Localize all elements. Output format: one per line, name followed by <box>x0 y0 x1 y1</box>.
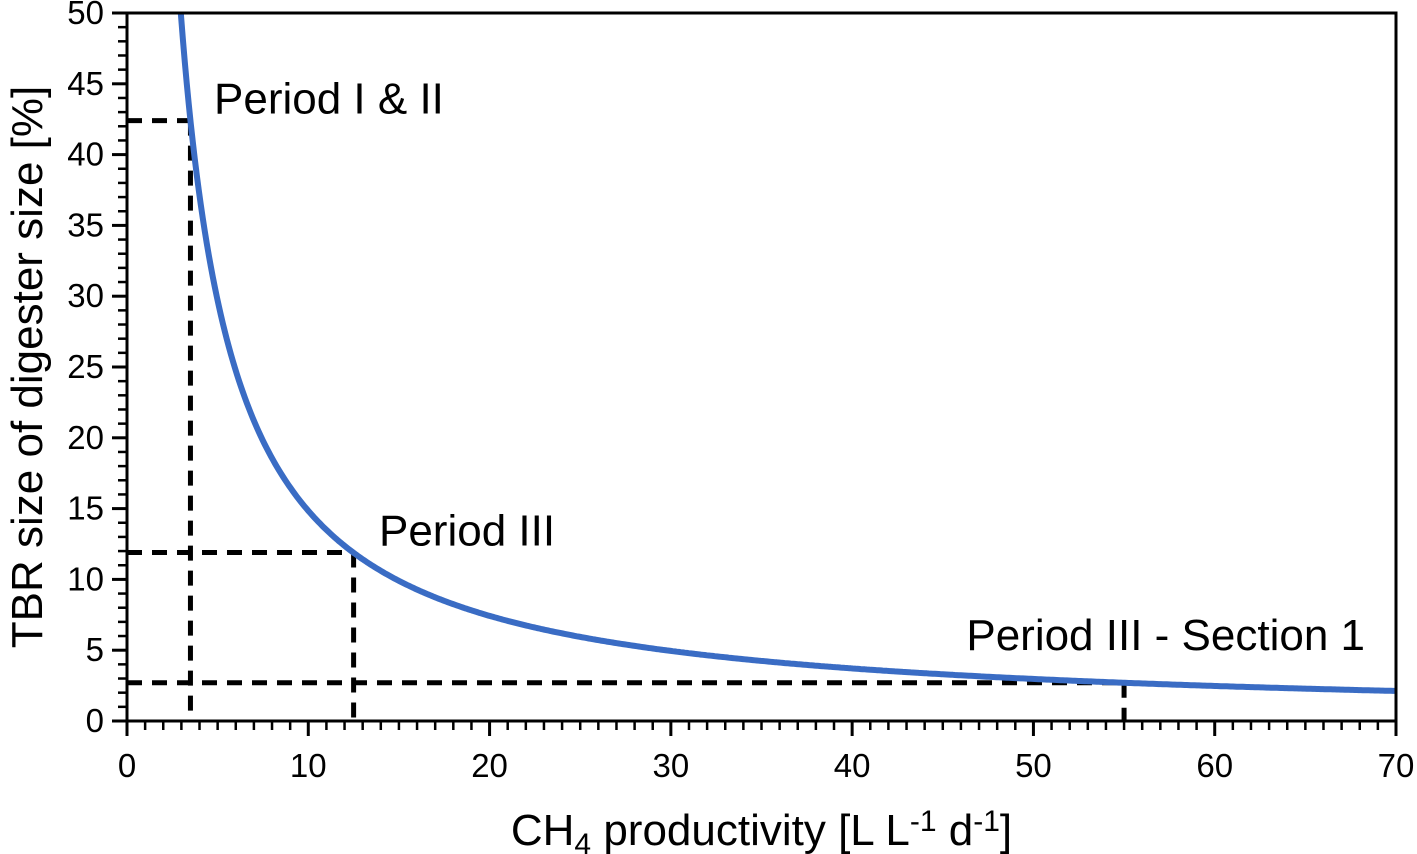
y-tick-label: 0 <box>86 702 104 739</box>
series-line <box>177 12 1397 694</box>
y-tick-label: 25 <box>67 348 104 385</box>
annotation-labels: Period I & II Period III Period III - Sect… <box>214 75 1365 661</box>
x-tick-label: 0 <box>118 747 136 784</box>
y-tick-label: 15 <box>67 490 104 527</box>
plot-area <box>127 13 1396 721</box>
y-tick-label: 5 <box>86 631 104 668</box>
y-tick-label: 10 <box>67 560 104 597</box>
plot-border <box>125 11 1398 723</box>
y-axis-title: TBR size of digester size [%] <box>3 86 52 648</box>
x-tick-label: 50 <box>1015 747 1052 784</box>
x-tick-label: 60 <box>1196 747 1233 784</box>
x-tick-label: 40 <box>834 747 871 784</box>
x-tick-label: 10 <box>290 747 327 784</box>
x-axis-major-ticks <box>125 721 1398 736</box>
y-axis-tick-labels: 0 5 10 15 20 25 30 35 40 45 50 <box>67 0 104 739</box>
annotation-label: Period III <box>379 506 555 555</box>
y-tick-label: 30 <box>67 277 104 314</box>
annotation-label: Period III - Section 1 <box>966 611 1365 660</box>
x-axis-title: CH4 productivity [L L-1 d-1] <box>511 805 1012 854</box>
x-tick-label: 70 <box>1378 747 1415 784</box>
annotation-label: Period I & II <box>214 75 444 124</box>
y-tick-label: 45 <box>67 65 104 102</box>
y-tick-label: 35 <box>67 206 104 243</box>
x-tick-label: 30 <box>652 747 689 784</box>
x-tick-label: 20 <box>471 747 508 784</box>
y-tick-label: 20 <box>67 419 104 456</box>
guide-lines <box>127 118 1127 721</box>
y-axis-major-ticks <box>112 11 127 723</box>
y-tick-label: 40 <box>67 136 104 173</box>
x-axis-tick-labels: 0 10 20 30 40 50 60 70 <box>118 747 1415 784</box>
y-tick-label: 50 <box>67 0 104 31</box>
